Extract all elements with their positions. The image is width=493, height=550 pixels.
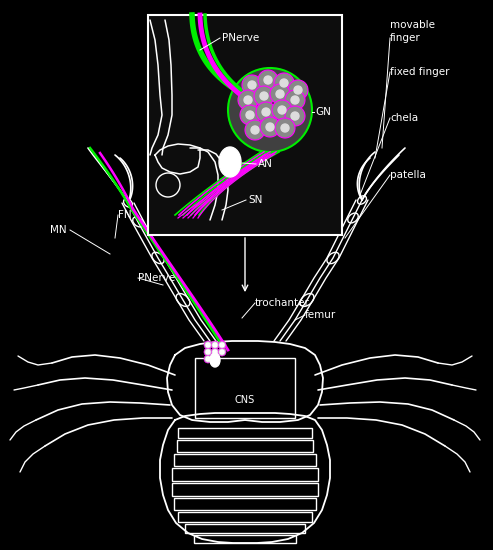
- Circle shape: [204, 341, 212, 349]
- Text: femur: femur: [305, 310, 336, 320]
- Bar: [195, 358, 295, 418]
- Circle shape: [260, 92, 268, 100]
- Circle shape: [218, 348, 226, 356]
- Text: MN: MN: [50, 225, 67, 235]
- Circle shape: [288, 80, 308, 100]
- Text: AN: AN: [258, 159, 273, 169]
- Circle shape: [260, 117, 280, 137]
- Circle shape: [291, 96, 299, 104]
- Circle shape: [262, 108, 270, 116]
- Circle shape: [204, 348, 212, 356]
- Circle shape: [242, 75, 262, 95]
- Circle shape: [245, 120, 265, 140]
- Circle shape: [206, 357, 210, 361]
- Circle shape: [213, 343, 217, 347]
- Circle shape: [285, 106, 305, 126]
- Text: GN: GN: [315, 107, 331, 117]
- Text: trochanter: trochanter: [255, 298, 310, 308]
- Ellipse shape: [219, 147, 241, 177]
- Circle shape: [248, 81, 256, 89]
- Circle shape: [256, 102, 276, 122]
- Bar: [174, 498, 316, 510]
- Circle shape: [238, 90, 258, 110]
- Text: fixed finger: fixed finger: [390, 67, 450, 77]
- Text: PNerve: PNerve: [222, 33, 259, 43]
- Bar: [177, 440, 313, 452]
- Bar: [174, 454, 316, 466]
- Circle shape: [291, 112, 299, 120]
- Circle shape: [204, 355, 212, 363]
- Circle shape: [220, 343, 224, 347]
- Bar: [172, 468, 318, 481]
- Circle shape: [213, 350, 217, 354]
- Circle shape: [264, 76, 272, 84]
- Circle shape: [294, 86, 302, 94]
- Bar: [148, 15, 342, 235]
- Text: movable: movable: [390, 20, 435, 30]
- Bar: [178, 512, 312, 522]
- Bar: [185, 524, 305, 533]
- Text: chela: chela: [390, 113, 418, 123]
- Circle shape: [246, 111, 254, 119]
- Circle shape: [281, 124, 289, 132]
- Circle shape: [266, 123, 274, 131]
- Text: FN: FN: [118, 210, 132, 220]
- Circle shape: [258, 70, 278, 90]
- Circle shape: [275, 118, 295, 138]
- Circle shape: [206, 350, 210, 354]
- Circle shape: [254, 86, 274, 106]
- Bar: [172, 483, 318, 496]
- Circle shape: [220, 350, 224, 354]
- Circle shape: [272, 100, 292, 120]
- Circle shape: [276, 90, 284, 98]
- Bar: [194, 535, 296, 543]
- Circle shape: [228, 68, 312, 152]
- Text: finger: finger: [390, 33, 421, 43]
- Circle shape: [211, 348, 219, 356]
- Ellipse shape: [210, 353, 220, 367]
- Text: SN: SN: [248, 195, 262, 205]
- Circle shape: [285, 90, 305, 110]
- Circle shape: [280, 79, 288, 87]
- Circle shape: [211, 355, 219, 363]
- Circle shape: [274, 73, 294, 93]
- Circle shape: [240, 105, 260, 125]
- Circle shape: [206, 343, 210, 347]
- Bar: [178, 428, 312, 438]
- Circle shape: [218, 341, 226, 349]
- Text: PNerve: PNerve: [138, 273, 175, 283]
- Circle shape: [213, 357, 217, 361]
- Circle shape: [278, 106, 286, 114]
- Circle shape: [251, 126, 259, 134]
- Circle shape: [211, 341, 219, 349]
- Text: patella: patella: [390, 170, 426, 180]
- Text: CNS: CNS: [235, 395, 255, 405]
- Circle shape: [244, 96, 252, 104]
- Circle shape: [270, 84, 290, 104]
